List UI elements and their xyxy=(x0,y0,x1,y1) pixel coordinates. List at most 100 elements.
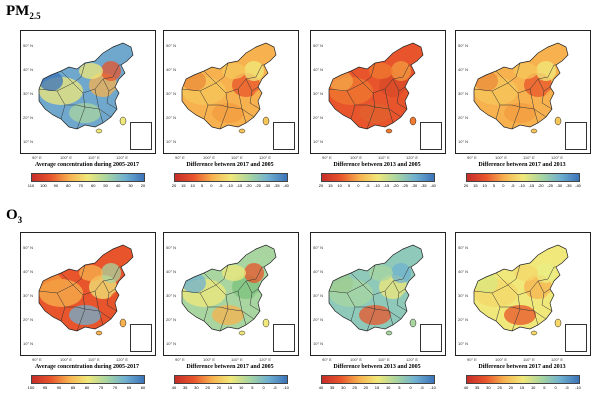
latitude-label: 30° N xyxy=(166,91,177,96)
colorbar-tick-label: -30 xyxy=(264,183,271,188)
latitude-label: 50° N xyxy=(313,43,324,48)
colorbar-tick-label: -25 xyxy=(402,183,408,188)
longitude-label: 100° E xyxy=(350,357,363,362)
colorbar-tick-label: 15 xyxy=(181,183,186,188)
colorbar-tick-label: 15 xyxy=(473,183,478,188)
longitude-label: 100° E xyxy=(203,357,216,362)
colorbar-tick-label: -15 xyxy=(383,183,390,188)
longitude-label: 90° E xyxy=(467,155,477,160)
panel-caption: Average concentration during 2005-2017 xyxy=(34,364,140,370)
south-china-sea-inset xyxy=(420,122,442,150)
map-panel-o3-avg: 50° N 40° N 30° N 20° N 10° N xyxy=(20,232,156,356)
latitude-label: 20° N xyxy=(313,115,324,120)
latitude-label: 40° N xyxy=(166,269,177,274)
longitude-label: 90° E xyxy=(467,357,477,362)
colorbar-tick-label: 0 xyxy=(262,385,265,390)
colorbar-tick-label: 5 xyxy=(398,385,401,390)
colorbar xyxy=(466,375,580,384)
china-map xyxy=(328,42,424,134)
colorbar-tick-label: -10 xyxy=(519,183,525,188)
latitude-label: 40° N xyxy=(458,67,469,72)
longitude-label: 120° E xyxy=(406,155,419,160)
panel-caption: Difference between 2017 and 2013 xyxy=(478,364,566,370)
colorbar-tick-label: 15 xyxy=(227,385,233,390)
colorbar-tick-label: -5 xyxy=(218,183,223,188)
longitude-label: 100° E xyxy=(60,357,73,362)
latitude-label: 40° N xyxy=(23,67,34,72)
colorbar-tick-label: 0 xyxy=(554,385,557,390)
colorbar-tick-label: 50 xyxy=(103,183,108,188)
colorbar-tick-label: -40 xyxy=(430,183,436,188)
longitude-label: 120° E xyxy=(116,155,129,160)
colorbar xyxy=(321,375,435,384)
o3-section-title: O3 xyxy=(6,207,23,225)
colorbar-tick-label: 95 xyxy=(42,385,48,390)
latitude-label: 10° N xyxy=(458,139,469,144)
china-map xyxy=(328,244,424,336)
colorbar-tick-label: 20 xyxy=(508,385,514,390)
latitude-label: 10° N xyxy=(458,341,469,346)
colorbar-tick-label: -15 xyxy=(236,183,243,188)
longitude-label: 110° E xyxy=(231,357,243,362)
colorbar-tick-label: 0 xyxy=(409,385,412,390)
colorbar-tick-label: -20 xyxy=(245,183,252,188)
latitude-label: 10° N xyxy=(23,139,34,144)
colorbar-tick-label: -10 xyxy=(575,385,581,390)
china-map xyxy=(181,42,277,134)
south-china-sea-inset xyxy=(565,324,587,352)
colorbar-tick-label: 20 xyxy=(140,183,146,188)
colorbar-tick-label: 80 xyxy=(84,385,90,390)
latitude-label: 10° N xyxy=(166,341,177,346)
colorbar-tick-label: 20 xyxy=(363,385,369,390)
longitude-label: 100° E xyxy=(60,155,73,160)
china-map xyxy=(38,244,134,336)
south-china-sea-inset xyxy=(273,122,295,150)
map-panel-o3-d17-05: 50° N 40° N 30° N 20° N 10° N xyxy=(163,232,299,356)
colorbar-ticks: 40 35 30 25 20 15 10 5 0 -5 -10 xyxy=(171,385,289,391)
longitude-label: 90° E xyxy=(322,155,332,160)
panel-caption: Difference between 2017 and 2005 xyxy=(186,162,274,168)
colorbar-tick-label: -40 xyxy=(575,183,581,188)
latitude-label: 20° N xyxy=(23,317,34,322)
colorbar-tick-label: 10 xyxy=(482,183,487,188)
latitude-label: 20° N xyxy=(166,317,177,322)
longitude-label: 110° E xyxy=(88,155,100,160)
colorbar-tick-label: 30 xyxy=(341,385,346,390)
panel-caption: Difference between 2013 and 2005 xyxy=(333,364,421,370)
colorbar-tick-label: 0 xyxy=(210,183,213,188)
colorbar-tick-label: 5 xyxy=(251,385,254,390)
longitude-label: 110° E xyxy=(231,155,243,160)
latitude-label: 20° N xyxy=(23,115,34,120)
panel-caption: Difference between 2013 and 2005 xyxy=(333,162,421,168)
colorbar-tick-label: 25 xyxy=(205,385,210,390)
colorbar-tick-label: 25 xyxy=(497,385,502,390)
colorbar xyxy=(31,173,145,182)
colorbar-tick-label: 20 xyxy=(216,385,222,390)
colorbar-ticks: 100 95 90 85 80 75 70 65 60 xyxy=(28,385,146,391)
colorbar-tick-label: 5 xyxy=(492,183,496,188)
colorbar-tick-label: 85 xyxy=(70,385,76,390)
colorbar-tick-label: 5 xyxy=(200,183,204,188)
colorbar-tick-label: 65 xyxy=(126,385,132,390)
colorbar-tick-label: 90 xyxy=(53,183,59,188)
longitude-label: 90° E xyxy=(175,357,185,362)
latitude-label: 30° N xyxy=(23,293,34,298)
latitude-label: 20° N xyxy=(458,115,469,120)
china-map xyxy=(181,244,277,336)
latitude-label: 20° N xyxy=(458,317,469,322)
latitude-label: 30° N xyxy=(313,91,324,96)
latitude-label: 30° N xyxy=(458,293,469,298)
longitude-label: 110° E xyxy=(88,357,100,362)
colorbar-tick-label: -15 xyxy=(528,183,535,188)
colorbar-tick-label: 40 xyxy=(171,385,177,390)
colorbar-tick-label: 15 xyxy=(519,385,525,390)
colorbar-tick-label: -40 xyxy=(283,183,289,188)
colorbar-ticks: 20 15 10 5 0 -5 -10 -15 -20 -25 -30 -35 -40 xyxy=(464,183,581,189)
colorbar-ticks: 20 15 10 5 0 -5 -10 -15 -20 -25 -30 -35 -40 xyxy=(172,183,289,189)
colorbar-tick-label: 10 xyxy=(238,385,244,390)
colorbar-tick-label: -25 xyxy=(255,183,261,188)
latitude-label: 20° N xyxy=(313,317,324,322)
south-china-sea-inset xyxy=(130,122,152,150)
latitude-label: 10° N xyxy=(166,139,177,144)
colorbar-tick-label: 10 xyxy=(530,385,536,390)
